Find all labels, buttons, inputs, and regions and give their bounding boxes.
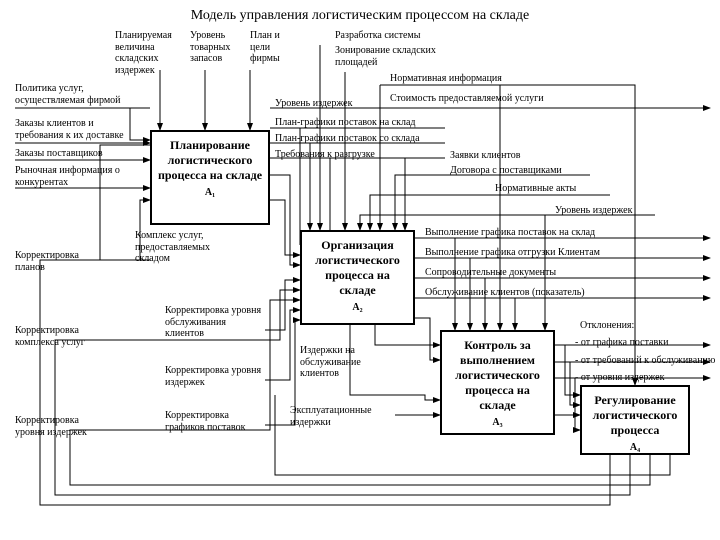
arrows-layer bbox=[0, 0, 720, 540]
